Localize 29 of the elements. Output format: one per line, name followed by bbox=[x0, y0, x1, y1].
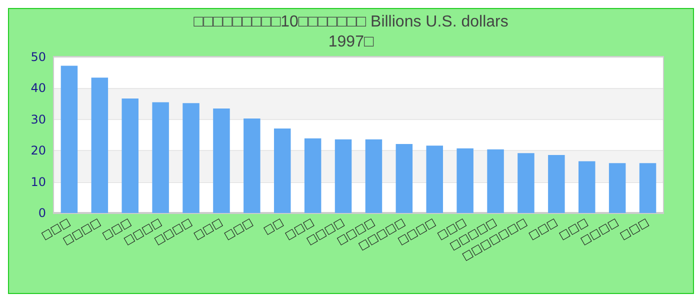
bar bbox=[60, 66, 78, 213]
y-tick-label: 50 bbox=[30, 50, 46, 64]
bar bbox=[122, 98, 138, 213]
bar bbox=[578, 161, 596, 213]
chart-subtitle: 1997□ bbox=[328, 34, 374, 50]
y-tick-label: 40 bbox=[30, 81, 46, 96]
bar bbox=[639, 163, 656, 213]
bar bbox=[91, 78, 108, 213]
y-tick-label: 0 bbox=[38, 206, 46, 220]
y-tick-label: 20 bbox=[30, 144, 46, 158]
bar bbox=[548, 154, 565, 213]
bar bbox=[396, 144, 413, 213]
y-tick-label: 10 bbox=[30, 174, 46, 189]
bar bbox=[456, 148, 474, 213]
bar bbox=[426, 146, 443, 213]
bar bbox=[274, 128, 291, 213]
bar bbox=[152, 102, 169, 213]
bar bbox=[244, 118, 260, 213]
bar bbox=[518, 153, 534, 213]
bar bbox=[334, 139, 352, 213]
bar bbox=[487, 149, 504, 213]
bar bbox=[213, 108, 230, 213]
chart-title: □□□□□□□□□10□□□□□□□ Billions U.S. dollars bbox=[194, 14, 508, 30]
x-tick-label: □□ bbox=[261, 215, 286, 238]
bar bbox=[365, 139, 382, 213]
y-tick-label: 30 bbox=[30, 112, 46, 126]
bar bbox=[182, 103, 200, 213]
bar bbox=[304, 138, 322, 213]
bar bbox=[608, 163, 626, 213]
